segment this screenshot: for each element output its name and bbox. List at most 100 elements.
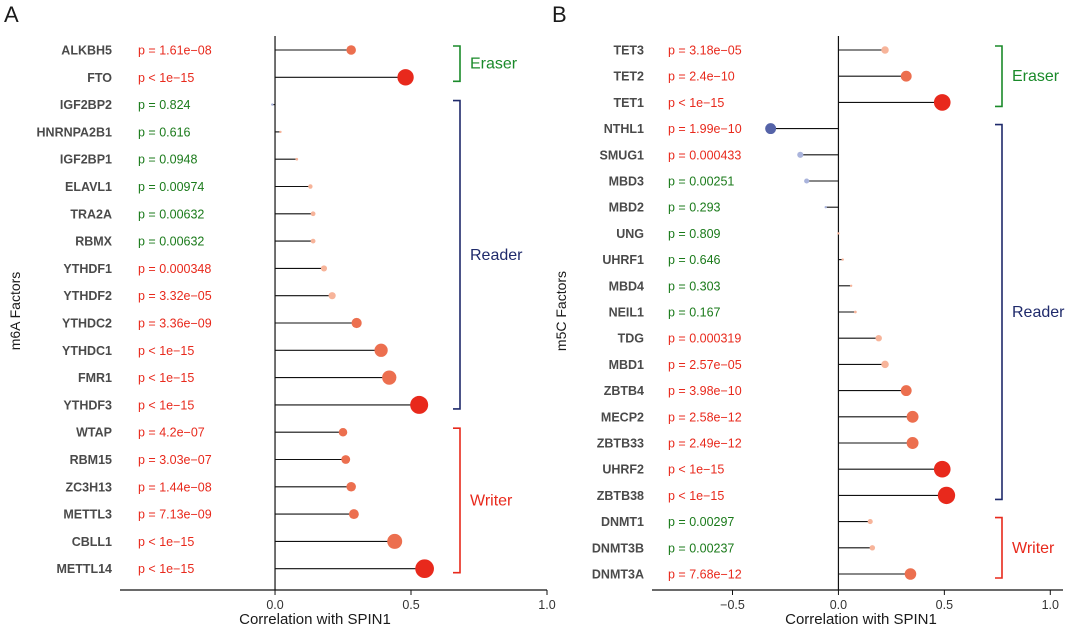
lollipop-dot bbox=[310, 211, 316, 217]
gene-label: FTO bbox=[87, 71, 112, 85]
gene-label: MBD4 bbox=[609, 279, 644, 293]
lollipop-dot bbox=[900, 70, 912, 82]
gene-label: RBMX bbox=[75, 235, 112, 249]
lollipop-dot bbox=[933, 94, 951, 111]
lollipop-dot bbox=[348, 509, 359, 520]
p-value-label: p = 7.13e−09 bbox=[138, 508, 212, 522]
lollipop-dot bbox=[382, 370, 397, 385]
lollipop-dot bbox=[765, 123, 777, 135]
gene-label: DNMT1 bbox=[601, 515, 644, 529]
group-bracket bbox=[995, 123, 1003, 501]
gene-label: UHRF1 bbox=[602, 253, 644, 267]
gene-label: ZBTB4 bbox=[604, 384, 644, 398]
lollipop-dot bbox=[849, 284, 853, 287]
gene-label: DNMT3A bbox=[592, 568, 644, 582]
lollipop-dot bbox=[387, 533, 403, 549]
gene-label: ELAVL1 bbox=[65, 180, 112, 194]
lollipop-dot bbox=[906, 410, 919, 423]
p-value-label: p < 1e−15 bbox=[138, 344, 194, 358]
p-value-label: p < 1e−15 bbox=[668, 489, 724, 503]
panel-b-letter: B bbox=[552, 2, 567, 27]
p-value-label: p = 0.00632 bbox=[138, 235, 204, 249]
p-value-label: p = 0.824 bbox=[138, 98, 191, 112]
x-tick-label: 0.0 bbox=[830, 598, 847, 612]
gene-label: UHRF2 bbox=[602, 463, 644, 477]
gene-label: SMUG1 bbox=[600, 148, 645, 162]
p-value-label: p = 0.00632 bbox=[138, 207, 204, 221]
p-value-label: p = 2.49e−12 bbox=[668, 437, 742, 451]
gene-label: HNRNPA2B1 bbox=[37, 125, 113, 139]
p-value-label: p = 0.293 bbox=[668, 201, 721, 215]
panel-a-letter: A bbox=[4, 2, 19, 27]
gene-label: NEIL1 bbox=[609, 306, 644, 320]
p-value-label: p < 1e−15 bbox=[668, 463, 724, 477]
p-value-label: p = 0.00237 bbox=[668, 541, 734, 555]
lollipop-dot bbox=[295, 157, 299, 161]
lollipop-dot bbox=[854, 310, 857, 314]
lollipop-dot bbox=[320, 265, 328, 272]
gene-label: YTHDC1 bbox=[62, 344, 112, 358]
panel-a: 0.0 0.5 1.0 ALKBH5 p = 1.61e−08 FTO p < 1e−15 I… bbox=[37, 36, 556, 612]
x-tick-label: 1.0 bbox=[1042, 598, 1059, 612]
p-value-label: p = 2.57e−05 bbox=[668, 358, 742, 372]
p-value-label: p = 0.00297 bbox=[668, 515, 734, 529]
p-value-label: p < 1e−15 bbox=[138, 562, 194, 576]
p-value-label: p = 2.58e−12 bbox=[668, 410, 742, 424]
p-value-label: p = 0.646 bbox=[668, 253, 721, 267]
gene-label: METTL3 bbox=[63, 508, 112, 522]
p-value-label: p = 3.32e−05 bbox=[138, 289, 212, 303]
lollipop-dot bbox=[933, 460, 951, 478]
lollipop-dot bbox=[328, 292, 336, 300]
p-value-label: p = 2.4e−10 bbox=[668, 70, 735, 84]
gene-label: ZBTB38 bbox=[597, 489, 644, 503]
lollipop-dot bbox=[415, 559, 434, 579]
gene-label: MBD2 bbox=[609, 201, 644, 215]
lollipop-dot bbox=[875, 334, 882, 342]
lollipop-dot bbox=[341, 455, 351, 464]
x-tick-label: 0.0 bbox=[266, 598, 283, 612]
gene-label: YTHDC2 bbox=[62, 317, 112, 331]
gene-label: IGF2BP1 bbox=[60, 153, 112, 167]
p-value-label: p = 0.303 bbox=[668, 279, 721, 293]
lollipop-dot bbox=[824, 206, 827, 209]
group-bracket bbox=[453, 45, 461, 83]
p-value-label: p < 1e−15 bbox=[668, 96, 724, 110]
p-value-label: p = 0.000319 bbox=[668, 332, 741, 346]
p-value-label: p = 3.36e−09 bbox=[138, 317, 212, 331]
group-label: Eraser bbox=[1012, 68, 1060, 85]
gene-label: YTHDF1 bbox=[63, 262, 112, 276]
p-value-label: p < 1e−15 bbox=[138, 398, 194, 412]
p-value-label: p = 3.03e−07 bbox=[138, 453, 212, 467]
group-bracket bbox=[995, 45, 1003, 108]
lollipop-dot bbox=[346, 482, 356, 492]
group-bracket bbox=[453, 427, 461, 574]
panel-a-ylabel: m6A Factors bbox=[7, 272, 23, 351]
p-value-label: p = 4.2e−07 bbox=[138, 426, 205, 440]
gene-label: CBLL1 bbox=[72, 535, 112, 549]
lollipop-dot bbox=[937, 486, 956, 505]
p-value-label: p = 0.167 bbox=[668, 306, 721, 320]
lollipop-dot bbox=[869, 545, 876, 551]
gene-label: ZBTB33 bbox=[597, 437, 644, 451]
lollipop-dot bbox=[881, 46, 889, 54]
p-value-label: p = 0.00974 bbox=[138, 180, 204, 194]
lollipop-dot bbox=[804, 178, 810, 184]
lollipop-dot bbox=[797, 151, 804, 158]
lollipop-dot bbox=[338, 427, 348, 437]
p-value-label: p = 1.99e−10 bbox=[668, 122, 742, 136]
gene-label: METTL14 bbox=[56, 562, 112, 576]
gene-label: YTHDF3 bbox=[63, 398, 112, 412]
p-value-label: p = 0.616 bbox=[138, 125, 191, 139]
lollipop-dot bbox=[351, 317, 362, 329]
gene-label: MECP2 bbox=[601, 410, 644, 424]
p-value-label: p = 0.000433 bbox=[668, 148, 741, 162]
gene-label: TET1 bbox=[613, 96, 644, 110]
gene-label: YTHDF2 bbox=[63, 289, 112, 303]
p-value-label: p = 3.18e−05 bbox=[668, 44, 742, 58]
lollipop-dot bbox=[308, 184, 313, 189]
panel-b: −0.5 0.0 0.5 1.0 TET3 p = 3.18e−05 TET2 p = 2.4… bbox=[592, 36, 1065, 612]
gene-label: ZC3H13 bbox=[65, 480, 112, 494]
p-value-label: p = 0.0948 bbox=[138, 153, 197, 167]
gene-label: TRA2A bbox=[70, 207, 112, 221]
